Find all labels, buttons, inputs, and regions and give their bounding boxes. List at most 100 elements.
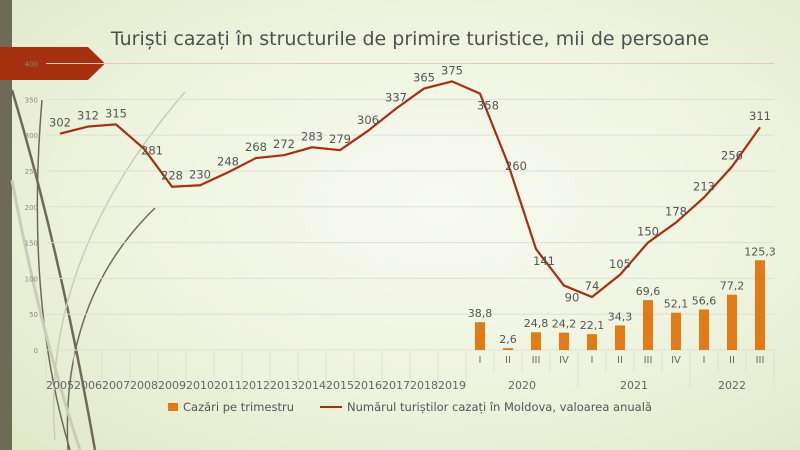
bar-data-label: 125,3 xyxy=(744,245,776,258)
x-tick-label: 2013 xyxy=(270,379,298,392)
line-data-label: 141 xyxy=(533,254,555,268)
y-tick-label: 350 xyxy=(25,96,38,104)
x-group-label: 2022 xyxy=(718,379,746,392)
x-tick-label: II xyxy=(617,355,623,366)
line-data-label: 358 xyxy=(477,99,499,113)
line-data-label: 283 xyxy=(301,129,323,143)
legend-item-bars: Cazări pe trimestru xyxy=(168,400,294,414)
bar xyxy=(475,322,485,350)
bar-data-label: 56,6 xyxy=(692,294,717,307)
legend: Cazări pe trimestru Numărul turiștilor c… xyxy=(0,400,800,414)
bar xyxy=(755,260,765,350)
bar xyxy=(643,300,653,350)
x-tick-label: IV xyxy=(559,355,569,366)
line-data-label: 150 xyxy=(637,225,659,239)
line-data-label: 256 xyxy=(721,149,743,163)
x-tick-label: 2008 xyxy=(130,379,158,392)
line-data-label: 302 xyxy=(49,116,71,130)
bar xyxy=(531,332,541,350)
line-data-label: 178 xyxy=(665,205,687,219)
line-data-label: 375 xyxy=(441,63,463,77)
bar-data-label: 69,6 xyxy=(636,285,661,298)
decor-curve xyxy=(36,99,71,450)
line-data-label: 311 xyxy=(749,109,771,123)
y-tick-label: 400 xyxy=(25,61,38,69)
x-tick-label: I xyxy=(591,355,594,366)
bar-data-label: 77,2 xyxy=(720,280,745,293)
bar xyxy=(503,348,513,350)
bar-data-label: 24,8 xyxy=(524,317,549,330)
line-data-label: 74 xyxy=(585,279,600,293)
legend-swatch-line xyxy=(320,406,343,408)
bar xyxy=(727,294,737,350)
x-tick-label: 2014 xyxy=(298,379,326,392)
bar-data-label: 52,1 xyxy=(664,298,689,311)
bar-data-label: 24,2 xyxy=(552,318,577,331)
x-tick-label: 2018 xyxy=(410,379,438,392)
line-data-label: 281 xyxy=(141,144,163,158)
x-tick-label: I xyxy=(479,355,482,366)
y-tick-label: 300 xyxy=(25,132,38,140)
y-tick-label: 200 xyxy=(25,204,38,212)
y-tick-label: 0 xyxy=(34,347,38,355)
line-data-label: 365 xyxy=(413,71,435,85)
x-tick-label: II xyxy=(505,355,511,366)
bar xyxy=(587,334,597,350)
x-tick-label: 2017 xyxy=(382,379,410,392)
x-tick-label: II xyxy=(729,355,735,366)
bar xyxy=(615,325,625,350)
line-data-label: 306 xyxy=(357,113,379,127)
x-tick-label: 2011 xyxy=(214,379,242,392)
line-data-label: 260 xyxy=(505,159,527,173)
x-tick-label: 2005 xyxy=(46,379,74,392)
x-tick-label: 2010 xyxy=(186,379,214,392)
line-data-label: 230 xyxy=(189,167,211,181)
line-data-label: 90 xyxy=(565,291,580,305)
x-tick-label: III xyxy=(532,355,541,366)
line-data-label: 315 xyxy=(105,106,127,120)
line-data-label: 312 xyxy=(77,109,99,123)
x-tick-label: 2015 xyxy=(326,379,354,392)
bar-data-label: 34,3 xyxy=(608,310,633,323)
line-data-label: 105 xyxy=(609,257,631,271)
chart-title: Turiști cazați în structurile de primire… xyxy=(110,28,710,50)
bar-data-label: 38,8 xyxy=(468,307,493,320)
legend-item-line: Numărul turiștilor cazați în Moldova, va… xyxy=(320,400,652,414)
line-data-label: 272 xyxy=(273,137,295,151)
x-tick-label: 2009 xyxy=(158,379,186,392)
line-series xyxy=(59,80,761,299)
bar-data-label: 22,1 xyxy=(580,319,605,332)
line-data-label: 279 xyxy=(329,132,351,146)
legend-label: Cazări pe trimestru xyxy=(183,400,295,414)
x-group-label: 2020 xyxy=(508,379,536,392)
x-tick-label: I xyxy=(703,355,706,366)
y-tick-label: 150 xyxy=(25,240,38,248)
legend-swatch-bar xyxy=(168,403,179,411)
x-tick-label: III xyxy=(644,355,653,366)
y-tick-label: 250 xyxy=(25,168,38,176)
x-tick-label: 2019 xyxy=(438,379,466,392)
decor-curve xyxy=(52,91,186,441)
x-tick-label: III xyxy=(756,355,765,366)
x-tick-label: 2006 xyxy=(74,379,102,392)
line-data-label: 337 xyxy=(385,91,407,105)
side-strip xyxy=(0,0,12,450)
x-tick-label: IV xyxy=(671,355,681,366)
bar xyxy=(559,332,569,350)
line-data-label: 268 xyxy=(245,140,267,154)
bar xyxy=(671,312,681,350)
decor-curve xyxy=(10,179,82,450)
legend-label: Numărul turiștilor cazați în Moldova, va… xyxy=(347,400,652,414)
line-data-label: 213 xyxy=(693,179,715,193)
bar xyxy=(699,309,709,350)
bar-data-label: 2,6 xyxy=(499,333,517,346)
x-group-label: 2021 xyxy=(620,379,648,392)
x-tick-label: 2012 xyxy=(242,379,270,392)
y-tick-label: 100 xyxy=(25,275,38,283)
y-tick-label: 50 xyxy=(29,311,38,319)
x-tick-label: 2007 xyxy=(102,379,130,392)
x-tick-label: 2016 xyxy=(354,379,382,392)
decor-curve xyxy=(10,89,97,450)
